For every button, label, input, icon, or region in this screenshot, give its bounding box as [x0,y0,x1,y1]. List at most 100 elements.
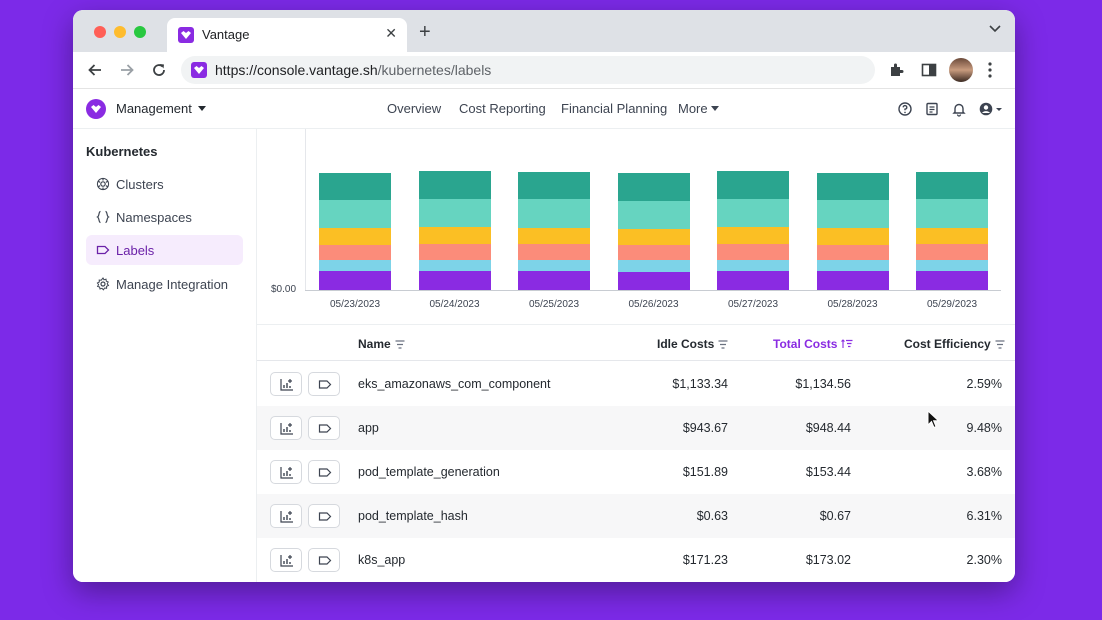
chart-bar-segment[interactable] [319,200,391,229]
browser-menu-icon[interactable] [987,61,993,79]
maximize-window-button[interactable] [134,26,146,38]
chart-bar[interactable] [816,170,889,290]
chart-bar-segment[interactable] [418,198,491,228]
cell-name[interactable]: eks_amazonaws_com_component [358,377,551,391]
chart-bar-segment[interactable] [518,199,590,228]
chart-bar-segment[interactable] [816,260,889,272]
chart-bar-segment[interactable] [916,271,988,290]
tab-close-icon[interactable]: ✕ [385,25,397,41]
chart-bar-segment[interactable] [418,171,491,199]
chart-bar-segment[interactable] [717,171,789,199]
sidebar-item-manage-integration[interactable]: Manage Integration [86,269,243,299]
column-header-total-costs[interactable]: Total Costs [773,337,853,351]
profile-avatar[interactable] [949,58,973,82]
chart-bar-segment[interactable] [319,271,391,290]
chart-bar[interactable] [617,171,690,290]
address-bar[interactable]: https://console.vantage.sh/kubernetes/la… [181,56,875,84]
table-row[interactable]: app $943.67 $948.44 9.48% [257,406,1015,450]
chart-bar-segment[interactable] [916,259,988,272]
nav-overview[interactable]: Overview [387,101,442,116]
column-header-cost-efficiency[interactable]: Cost Efficiency [904,337,1005,351]
label-details-button[interactable] [308,460,340,484]
chart-bar-segment[interactable] [418,243,491,260]
column-header-name[interactable]: Name [358,337,405,351]
chart-bar-segment[interactable] [518,259,590,272]
chart-bar-segment[interactable] [418,271,491,290]
help-icon[interactable] [897,101,913,117]
chart-bar-segment[interactable] [518,244,590,260]
chart-bar-segment[interactable] [518,227,590,245]
view-report-button[interactable] [270,416,302,440]
view-report-button[interactable] [270,372,302,396]
chart-bar[interactable] [916,169,988,290]
chart-bar-segment[interactable] [717,271,789,290]
chart-bar-segment[interactable] [916,171,988,200]
chart-bar-segment[interactable] [916,244,988,260]
chart-bar-segment[interactable] [418,227,491,244]
browser-tab[interactable]: Vantage ✕ [167,18,407,52]
view-report-button[interactable] [270,460,302,484]
label-details-button[interactable] [308,372,340,396]
nav-cost-reporting[interactable]: Cost Reporting [459,101,546,116]
label-details-button[interactable] [308,416,340,440]
chart-bar-segment[interactable] [617,271,690,290]
side-panel-icon[interactable] [920,61,938,79]
changelog-icon[interactable] [924,101,940,117]
bell-icon[interactable] [951,101,967,117]
filter-icon[interactable] [995,340,1005,349]
table-row[interactable]: k8s_app $171.23 $173.02 2.30% [257,538,1015,582]
sort-descending-icon[interactable] [841,339,853,349]
chart-bar-segment[interactable] [816,200,889,229]
vantage-logo-icon[interactable] [86,99,106,119]
table-row[interactable]: pod_template_generation $151.89 $153.44 3.6… [257,450,1015,494]
sidebar-item-clusters[interactable]: Clusters [86,169,243,199]
label-details-button[interactable] [308,548,340,572]
chart-bar-segment[interactable] [319,260,391,272]
user-menu-icon[interactable] [978,101,1004,117]
filter-icon[interactable] [395,340,405,349]
chart-bar-segment[interactable] [617,244,690,261]
nav-financial-planning[interactable]: Financial Planning [561,101,668,116]
nav-more[interactable]: More [678,101,719,116]
cell-name[interactable]: pod_template_hash [358,509,468,523]
view-report-button[interactable] [270,504,302,528]
close-window-button[interactable] [94,26,106,38]
chart-bar-segment[interactable] [617,228,690,245]
chart-bar[interactable] [518,169,590,290]
reload-icon[interactable] [150,61,168,79]
sidebar-item-namespaces[interactable]: Namespaces [86,202,243,232]
chart-bar-segment[interactable] [717,259,789,272]
extensions-puzzle-icon[interactable] [888,61,906,79]
chart-bar[interactable] [717,169,789,290]
chart-bar[interactable] [319,170,391,290]
chart-bar-segment[interactable] [617,200,690,229]
chart-bar-segment[interactable] [717,227,789,244]
sidebar-item-labels[interactable]: Labels [86,235,243,265]
chart-bar[interactable] [418,169,491,290]
chart-bar-segment[interactable] [916,227,988,245]
view-report-button[interactable] [270,548,302,572]
chart-bar-segment[interactable] [816,244,889,261]
chart-bar-segment[interactable] [916,199,988,228]
minimize-window-button[interactable] [114,26,126,38]
chart-bar-segment[interactable] [319,244,391,261]
back-icon[interactable] [86,61,104,79]
chart-bar-segment[interactable] [617,173,690,201]
chart-bar-segment[interactable] [717,198,789,228]
forward-icon[interactable] [118,61,136,79]
chart-bar-segment[interactable] [717,243,789,260]
chart-bar-segment[interactable] [617,260,690,272]
chart-bar-segment[interactable] [518,271,590,290]
chart-bar-segment[interactable] [418,259,491,272]
table-row[interactable]: eks_amazonaws_com_component $1,133.34 $1,1… [257,362,1015,406]
new-tab-icon[interactable]: + [419,21,431,43]
filter-icon[interactable] [718,340,728,349]
chart-bar-segment[interactable] [518,171,590,200]
workspace-selector[interactable]: Management [116,101,206,116]
cell-name[interactable]: k8s_app [358,553,406,567]
tab-search-chevron-icon[interactable] [989,24,1001,34]
table-row[interactable]: pod_template_hash $0.63 $0.67 6.31% [257,494,1015,538]
chart-bar-segment[interactable] [816,172,889,201]
cell-name[interactable]: app [358,421,379,435]
column-header-idle-costs[interactable]: Idle Costs [657,337,728,351]
